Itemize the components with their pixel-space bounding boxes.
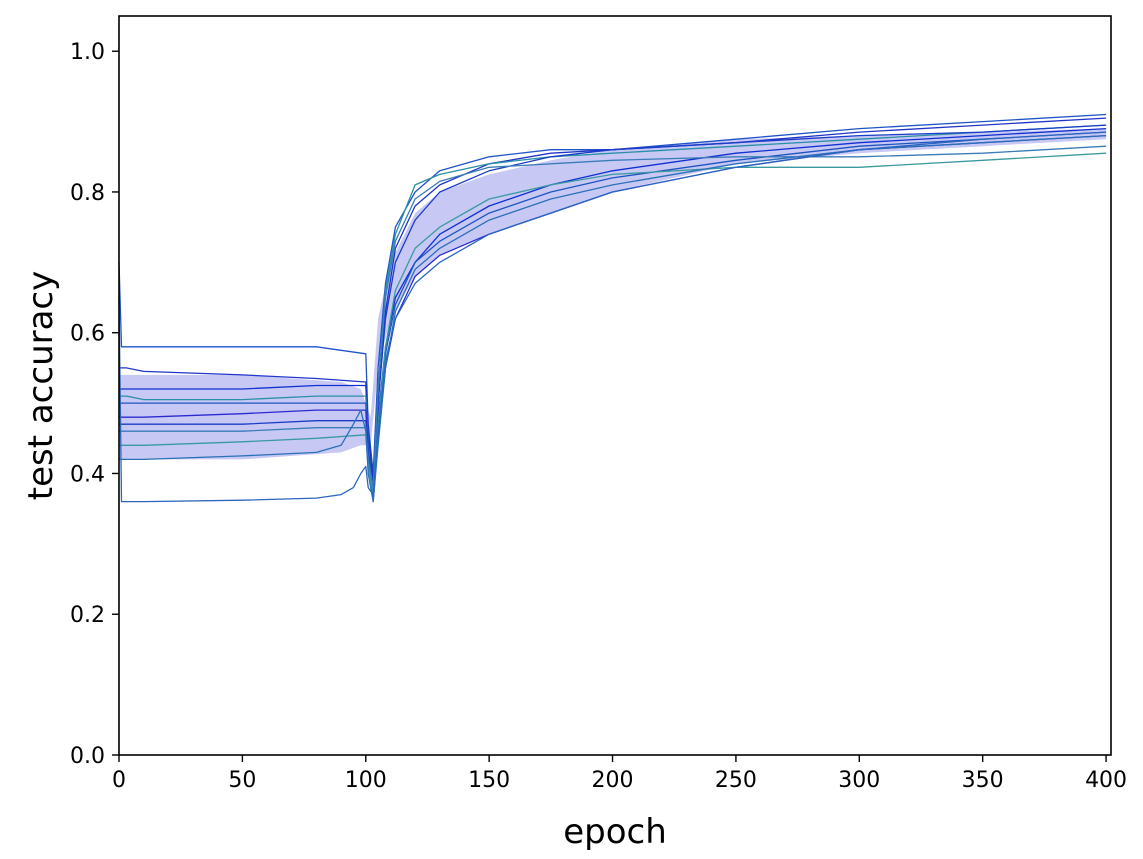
series-line-5 [119,131,1107,489]
plot-frame [118,15,1112,756]
x-tick-label: 250 [715,768,757,793]
series-lines [118,113,1107,503]
series-line-10 [119,134,1107,503]
y-tick-label: 1.0 [70,40,105,65]
y-tick-label: 0.6 [70,322,105,347]
series-line-7 [119,124,1107,496]
series-line-1 [118,113,1107,475]
series-line-8 [119,145,1107,489]
x-tick-label: 300 [838,768,880,793]
x-tick-label: 400 [1085,768,1127,793]
x-axis-ticks: 0 50 100 150 200 250 300 350 400 [112,755,1127,793]
y-tick-label: 0.8 [70,181,105,206]
x-tick-label: 0 [112,768,126,793]
x-tick-label: 350 [962,768,1004,793]
x-tick-label: 150 [468,768,510,793]
x-tick-label: 200 [592,768,634,793]
y-tick-label: 0.2 [70,603,105,628]
y-axis-ticks: 0.0 0.2 0.4 0.6 0.8 1.0 [70,40,119,769]
x-tick-label: 100 [345,768,387,793]
y-tick-label: 0.4 [70,462,105,487]
confidence-band [119,128,1107,460]
x-axis-label: epoch [563,812,667,852]
x-tick-label: 50 [228,768,256,793]
y-axis-label: test accuracy [21,271,61,501]
series-line-9 [119,152,1107,496]
band-area [119,128,1107,460]
y-tick-label: 0.0 [70,744,105,769]
series-line-4 [119,124,1107,496]
series-line-11 [118,131,1107,503]
